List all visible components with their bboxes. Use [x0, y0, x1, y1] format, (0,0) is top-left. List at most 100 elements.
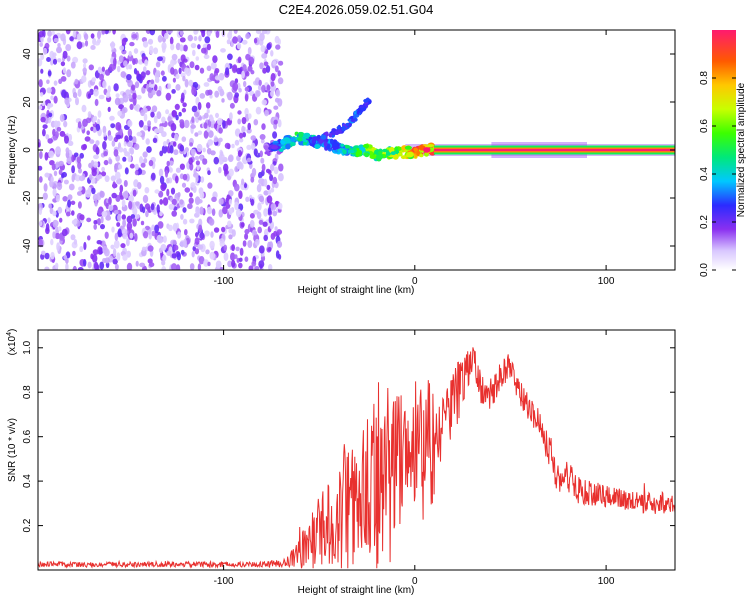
noise-blob [133, 68, 138, 75]
noise-blob [228, 154, 234, 162]
noise-blob [62, 50, 68, 59]
ridge-blob [392, 153, 399, 160]
noise-blob [238, 262, 243, 269]
noise-blob [195, 56, 200, 61]
noise-blob [92, 161, 99, 168]
noise-blob [50, 176, 54, 183]
noise-blob [97, 30, 101, 40]
noise-blob [199, 232, 205, 240]
noise-blob [128, 50, 132, 57]
noise-blob [258, 245, 265, 254]
noise-blob [38, 79, 43, 88]
noise-blob [191, 116, 195, 123]
noise-blob [110, 41, 115, 50]
noise-blob [192, 49, 196, 57]
noise-blob [238, 190, 243, 199]
noise-blob [197, 130, 203, 136]
noise-blob [117, 228, 122, 237]
noise-blob [203, 54, 210, 60]
noise-blob [238, 257, 243, 262]
noise-blob [258, 79, 262, 86]
track-blob [320, 134, 327, 140]
ridge-blob [278, 147, 284, 152]
noise-blob [151, 89, 156, 96]
noise-blob [150, 172, 156, 181]
noise-blob [77, 201, 82, 209]
noise-blob [97, 110, 102, 118]
noise-blob [140, 109, 146, 117]
noise-blob [114, 232, 119, 241]
snr-data-point [539, 423, 540, 424]
noise-blob [172, 239, 177, 245]
noise-blob [234, 139, 240, 146]
noise-blob [199, 191, 205, 199]
noise-blob [189, 142, 194, 147]
noise-blob [132, 189, 137, 197]
noise-blob [234, 254, 238, 260]
noise-blob [255, 106, 262, 115]
noise-blob [72, 30, 77, 38]
noise-blob [143, 66, 147, 73]
noise-blob [214, 68, 220, 74]
noise-blob [184, 229, 188, 236]
noise-blob [175, 175, 179, 184]
noise-blob [275, 89, 281, 97]
noise-blob [86, 130, 90, 136]
noise-blob [244, 256, 249, 263]
snr-data-point [261, 564, 262, 565]
noise-blob [118, 147, 124, 153]
noise-blob [160, 70, 165, 76]
noise-blob [234, 201, 239, 211]
colorbar-gradient [712, 30, 736, 270]
noise-blob [161, 145, 168, 154]
noise-blob [270, 187, 275, 193]
noise-blob [209, 251, 216, 260]
noise-blob [207, 170, 211, 176]
snr-data-point [395, 458, 396, 459]
snr-data-point [548, 447, 549, 448]
main-band [434, 148, 675, 152]
noise-blob [147, 245, 154, 252]
noise-blob [90, 45, 96, 50]
ridge-blob [298, 140, 304, 146]
noise-blob [104, 175, 110, 183]
noise-blob [77, 191, 83, 196]
noise-blob [215, 30, 220, 38]
noise-blob [207, 31, 211, 37]
noise-blob [98, 247, 104, 255]
x-tick-label: -100 [214, 276, 234, 287]
noise-blob [199, 93, 206, 99]
noise-blob [257, 202, 262, 211]
snr-data-point [625, 501, 626, 502]
noise-blob [241, 178, 245, 186]
noise-blob [128, 200, 133, 210]
y-tick-label: 0.4 [22, 474, 33, 488]
noise-blob [120, 243, 126, 249]
noise-blob [93, 154, 99, 160]
snr-data-point [481, 387, 482, 388]
noise-blob [78, 175, 85, 182]
noise-blob [183, 44, 188, 52]
noise-blob [100, 215, 104, 224]
noise-blob [91, 187, 96, 195]
noise-blob [92, 127, 97, 133]
noise-blob [144, 59, 149, 67]
noise-blob [213, 227, 220, 233]
noise-blob [93, 261, 99, 270]
ridge-blob [397, 152, 402, 156]
noise-blob [142, 194, 149, 204]
noise-blob [209, 240, 215, 249]
noise-blob [222, 120, 226, 129]
noise-blob [206, 126, 211, 133]
noise-blob [273, 105, 279, 110]
noise-blob [100, 224, 105, 230]
noise-blob [136, 94, 142, 100]
noise-blob [107, 135, 113, 141]
noise-blob [139, 262, 146, 268]
noise-blob [272, 176, 278, 185]
noise-blob [272, 60, 277, 66]
noise-blob [214, 90, 220, 98]
snr-data-point [462, 381, 463, 382]
snr-data-point [520, 392, 521, 393]
noise-blob [133, 48, 139, 54]
